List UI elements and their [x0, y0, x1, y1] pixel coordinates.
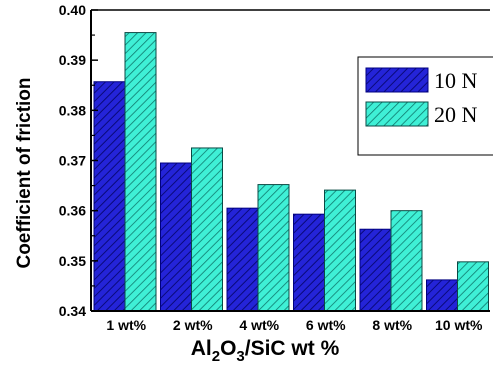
x-axis-title: Al2O3/SiC wt % [191, 337, 340, 365]
axes-group: 0.34 0.35 0.36 0.37 0.38 0.39 0.40 1 wt% 2 wt% 4 … [59, 2, 490, 333]
bar-10n-4 [293, 213, 325, 312]
legend-label-10n: 10 N [434, 68, 478, 93]
x-tick-label: 10 wt% [435, 317, 483, 333]
x-tick-label: 6 wt% [306, 317, 346, 333]
x-tick-label: 1 wt% [106, 317, 146, 333]
legend-swatch-10n [365, 67, 429, 93]
y-tick-label: 0.40 [59, 2, 86, 18]
bar-10n-2 [160, 162, 192, 312]
bar-20n-5 [390, 210, 423, 312]
y-tick-label: 0.39 [59, 52, 86, 68]
y-tick-label: 0.38 [59, 102, 86, 118]
bar-10n-1 [93, 81, 126, 312]
legend: 10 N 20 N [357, 56, 493, 156]
x-tick-label: 2 wt% [173, 317, 213, 333]
bar-20n-2 [191, 147, 223, 312]
bar-10n-6 [426, 279, 458, 312]
y-tick-label: 0.35 [59, 253, 86, 269]
y-tick-label: 0.34 [59, 303, 86, 319]
bar-10n-5 [359, 228, 392, 312]
bars-group [93, 32, 489, 312]
y-axis-title: Coefficient of friction [14, 77, 35, 268]
bar-20n-3 [257, 184, 290, 312]
legend-label-20n: 20 N [434, 102, 478, 127]
bar-10n-3 [226, 207, 259, 312]
bar-20n-6 [457, 261, 489, 312]
bar-20n-1 [124, 32, 157, 312]
legend-swatch-20n [365, 101, 429, 127]
y-tick-label: 0.36 [59, 203, 86, 219]
bar-20n-4 [324, 189, 356, 312]
x-tick-label: 8 wt% [372, 317, 412, 333]
x-tick-label: 4 wt% [239, 317, 279, 333]
y-tick-label: 0.37 [59, 153, 86, 169]
